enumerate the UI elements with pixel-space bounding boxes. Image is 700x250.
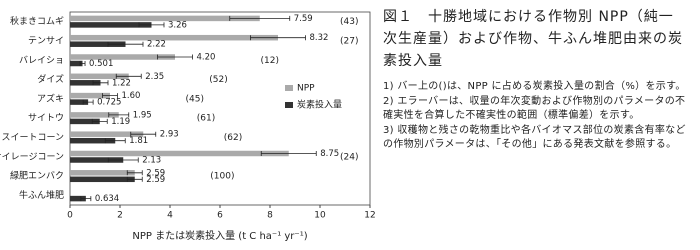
value-label: 0.634 [95, 194, 119, 204]
error-bar [104, 138, 126, 144]
bar [70, 131, 144, 137]
error-bar [79, 61, 86, 66]
share-label: (45) [186, 94, 204, 104]
value-label: 1.22 [112, 78, 131, 88]
error-bar [157, 54, 193, 60]
value-label: 1.60 [122, 91, 141, 101]
note: 2) エラーバーは、収量の年次変動および作物別のパラメータの不確実性を合算した不… [383, 95, 686, 122]
error-bar [80, 196, 92, 202]
caption: 図１ 十勝地域における作物別 NPP（純一次生産量）および作物、牛ふん堆肥由来の… [383, 6, 688, 153]
chart: 0 2 4 6 8 10 12 NPP または炭素投入量 (t C ha⁻¹ yr⁻¹) 秋まき… [0, 11, 376, 242]
x-tick-label: 12 [364, 211, 375, 221]
error-bar [107, 41, 144, 47]
error-bar [130, 131, 157, 137]
share-label: (24) [340, 152, 358, 162]
value-label: 8.32 [310, 33, 329, 43]
value-label: 2.93 [160, 130, 179, 140]
category-label: サイレージコーン [0, 151, 64, 162]
value-label: 2.22 [147, 40, 166, 50]
bar [70, 137, 116, 144]
bar [70, 176, 135, 183]
value-label: 2.59 [146, 175, 165, 185]
value-label: 4.20 [197, 53, 216, 63]
bar [70, 22, 152, 28]
error-bar [260, 151, 317, 156]
note: 3) 収穫物と残さの乾物重比や各バイオマス部位の炭素含有率などの作物別パラメータ… [383, 124, 686, 151]
error-bar [108, 112, 130, 118]
share-label: (61) [197, 114, 215, 124]
error-bar [250, 35, 306, 41]
bar [70, 34, 278, 41]
bar [70, 41, 126, 47]
x-tick-label: 10 [314, 211, 326, 221]
x-axis-label: NPP または炭素投入量 (t C ha⁻¹ yr⁻¹) [132, 229, 307, 242]
bar [70, 60, 83, 67]
category-label: サイトウ [28, 113, 64, 124]
x-tick-label: 6 [217, 211, 223, 221]
bar [70, 170, 135, 176]
share-label: (100) [210, 172, 234, 182]
category-label: 秋まきコムギ [10, 15, 64, 27]
x-tick-label: 0 [67, 211, 73, 221]
bar [70, 112, 119, 118]
x-tick-label: 8 [267, 211, 273, 221]
bar [70, 118, 100, 125]
category-label: バレイショ [19, 55, 64, 66]
share-label: (43) [340, 17, 358, 27]
error-bar [229, 15, 291, 21]
bar [70, 195, 86, 202]
value-label: 1.81 [129, 136, 148, 146]
value-label: 0.725 [97, 98, 121, 108]
x-tick-label: 4 [167, 211, 173, 221]
legend-swatch [285, 102, 293, 108]
error-bar [126, 176, 143, 182]
bar [70, 92, 110, 99]
category-label: 緑肥エンバク [10, 170, 64, 182]
category-label: アズキ [37, 92, 64, 104]
value-label: 1.95 [133, 110, 152, 120]
bar [70, 150, 289, 157]
value-label: 2.35 [145, 72, 164, 82]
caption-title: 図１ 十勝地域における作物別 NPP（純一次生産量）および作物、牛ふん堆肥由来の… [383, 9, 683, 69]
value-label: 2.59 [146, 168, 165, 178]
legend-label: 炭素投入量 [297, 99, 342, 111]
x-tick-label: 2 [117, 211, 123, 221]
value-label: 1.19 [111, 117, 130, 127]
legend-label: NPP [297, 84, 315, 94]
note: 1) バー上の()は、NPP に占める炭素投入量の割合（%）を示す。 [383, 81, 686, 92]
value-label: 3.26 [168, 20, 187, 30]
error-bar [82, 99, 94, 105]
share-label: (12) [261, 56, 279, 66]
error-bar [91, 118, 108, 124]
category-label: 牛ふん堆肥 [19, 189, 64, 201]
category-label: スイートコーン [1, 133, 64, 143]
category-label: ダイズ [37, 73, 64, 85]
share-label: (27) [340, 36, 358, 46]
error-bar [102, 93, 118, 99]
share-label: (52) [209, 75, 227, 85]
error-bar [138, 22, 165, 28]
bar [70, 157, 124, 163]
bar [70, 99, 89, 105]
bar [70, 73, 129, 80]
value-label: 0.501 [89, 59, 113, 69]
bar [70, 80, 101, 86]
error-bar [107, 157, 139, 163]
error-bar [115, 73, 142, 79]
value-label: 2.13 [142, 156, 161, 166]
share-label: (62) [224, 133, 242, 143]
legend-swatch [285, 85, 293, 91]
error-bar [92, 80, 109, 86]
error-bar [126, 170, 143, 176]
bar [70, 54, 175, 60]
bar [70, 15, 260, 22]
value-label: 7.59 [294, 14, 313, 24]
category-label: テンサイ [28, 35, 64, 46]
value-label: 8.75 [320, 149, 339, 159]
